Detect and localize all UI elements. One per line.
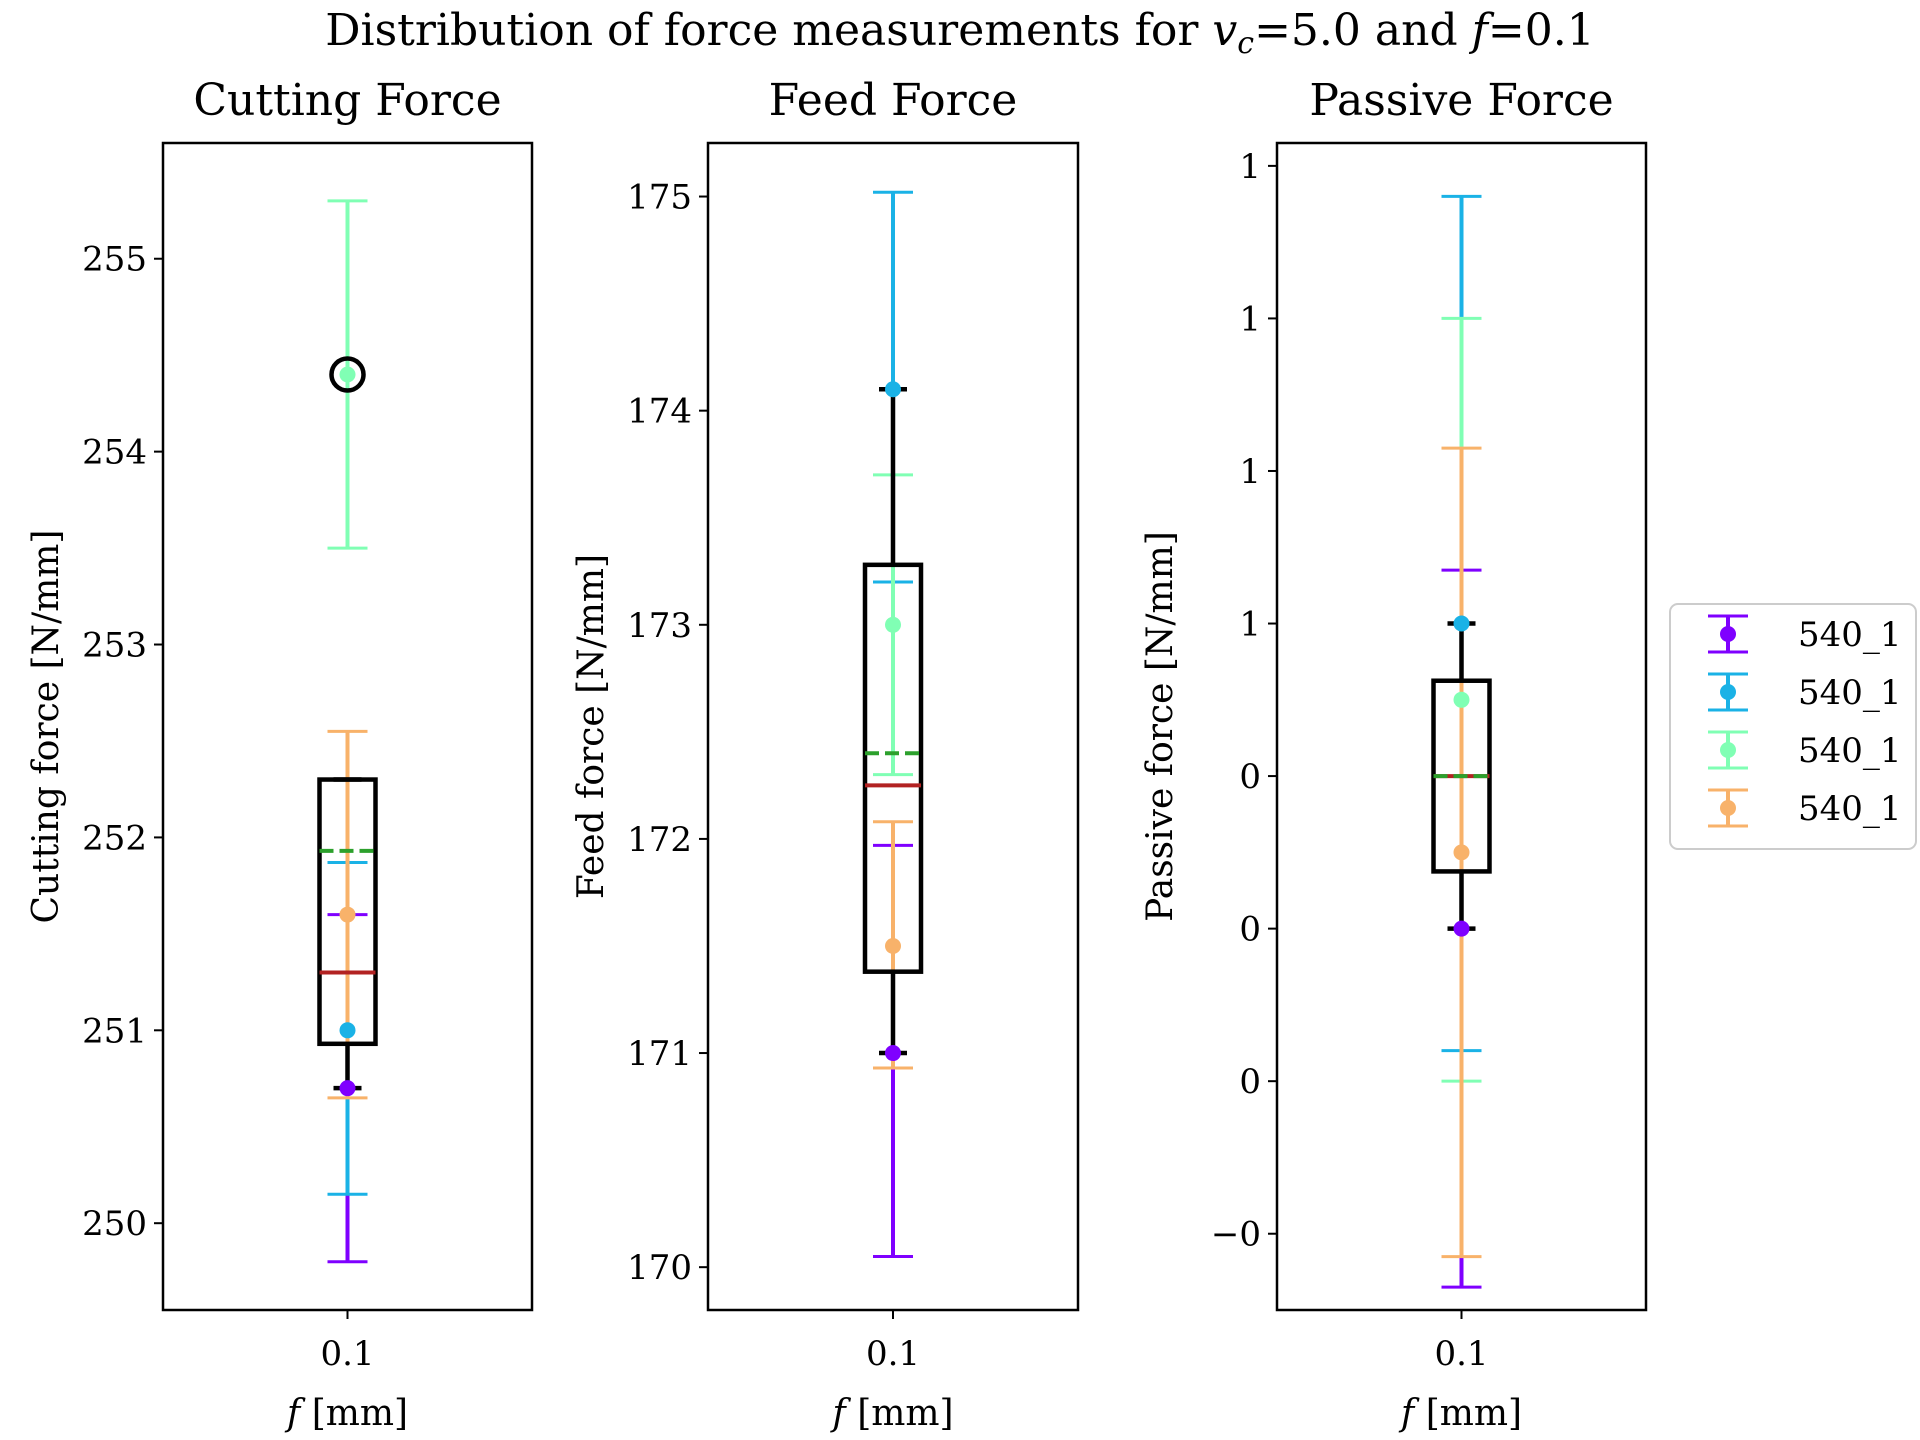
legend-marker-icon (1720, 800, 1736, 816)
data-point (339, 1080, 356, 1097)
x-axis-label-unit: [mm] (300, 1393, 408, 1434)
legend-entry: 540_1 (1708, 614, 1902, 655)
data-point (1453, 844, 1470, 861)
y-tick-label: 170 (627, 1248, 692, 1288)
data-point (885, 381, 901, 398)
y-tick-label: 0 (1239, 757, 1261, 797)
panel-1: Cutting Force 250 251 252 253 254 255 0.1 f [mm]… (26, 75, 534, 1434)
legend-entry: 540_1 (1708, 730, 1902, 771)
data-point (339, 366, 356, 383)
y-axis-label: Passive force [N/mm] (1140, 531, 1181, 922)
y-tick-label: 172 (627, 820, 692, 860)
x-tick-label: 0.1 (1434, 1334, 1488, 1374)
data-point (885, 616, 901, 633)
x-tick-label: 0.1 (866, 1334, 920, 1374)
y-tick-label: 171 (627, 1034, 692, 1074)
y-axis-label: Feed force [N/mm] (571, 554, 612, 899)
legend-marker-icon (1720, 626, 1736, 642)
boxplot (862, 386, 924, 1056)
panel-title: Passive Force (1309, 75, 1613, 126)
y-tick-label: 255 (82, 240, 147, 280)
y-tick-label: 251 (82, 1011, 147, 1051)
data-point (1453, 920, 1470, 937)
data-point (339, 906, 356, 923)
x-axis-label: f [mm] (1398, 1393, 1522, 1434)
y-tick-label: 175 (627, 178, 692, 218)
figure-title: Distribution of force measurements for v… (325, 5, 1595, 61)
y-axis-label: Cutting force [N/mm] (26, 530, 67, 924)
y-tick-label: 0 (1239, 910, 1261, 950)
x-axis-label: f [mm] (284, 1393, 408, 1434)
y-tick-label: 1 (1239, 452, 1261, 492)
data-point (1453, 615, 1470, 632)
y-tick-label: 252 (82, 818, 147, 858)
legend-label: 540_1 (1798, 673, 1902, 713)
legend-entry: 540_1 (1708, 672, 1902, 713)
panel-2: Feed Force 170 171 172 173 174 175 0.1 f [mm] Fee… (571, 75, 1080, 1434)
figure-title-var1: v (1212, 5, 1237, 56)
figure-title-mid: =5.0 and (1254, 5, 1472, 56)
y-tick-label: 1 (1239, 147, 1261, 187)
legend-label: 540_1 (1798, 789, 1902, 829)
legend-label: 540_1 (1798, 731, 1902, 771)
legend-frame (1669, 603, 1917, 850)
data-point (1453, 691, 1470, 708)
box-iqr (862, 562, 924, 974)
figure-title-suffix: =0.1 (1488, 5, 1595, 56)
panel-3: Passive Force −0 0 0 0 1 1 1 1 0.1 f [mm] Passive f… (1140, 75, 1648, 1434)
data-point (885, 1045, 901, 1062)
panel-title: Cutting Force (193, 75, 501, 126)
x-axis-label-unit: [mm] (1414, 1393, 1522, 1434)
box-iqr (317, 777, 378, 1047)
legend: 540_1 540_1 540_1 540_1 (1669, 603, 1917, 850)
y-tick-label: 1 (1239, 299, 1261, 339)
y-tick-label: 174 (627, 392, 692, 432)
y-tick-label: 253 (82, 626, 147, 666)
figure-title-prefix: Distribution of force measurements for (325, 5, 1212, 56)
boxplot (1431, 621, 1492, 931)
x-tick-label: 0.1 (320, 1334, 374, 1374)
data-point (885, 937, 901, 954)
boxplot (317, 356, 378, 1091)
y-tick-label: 254 (82, 433, 147, 473)
data-point (339, 1022, 356, 1039)
outlier-marker (329, 356, 366, 393)
legend-label: 540_1 (1798, 615, 1902, 655)
legend-marker-icon (1720, 742, 1736, 758)
legend-entry: 540_1 (1708, 788, 1902, 829)
y-tick-label: 1 (1239, 605, 1261, 645)
y-tick-label: 173 (627, 606, 692, 646)
panel-title: Feed Force (769, 75, 1018, 126)
x-axis-label: f [mm] (829, 1393, 953, 1434)
y-tick-label: 0 (1239, 1062, 1261, 1102)
figure-title-var1-sub: c (1237, 26, 1254, 61)
x-axis-label-unit: [mm] (846, 1393, 954, 1434)
panels: Cutting Force 250 251 252 253 254 255 0.1 f [mm]… (26, 75, 1648, 1434)
y-tick-label: 250 (82, 1204, 147, 1244)
legend-marker-icon (1720, 684, 1736, 700)
y-tick-label: −0 (1211, 1215, 1261, 1255)
